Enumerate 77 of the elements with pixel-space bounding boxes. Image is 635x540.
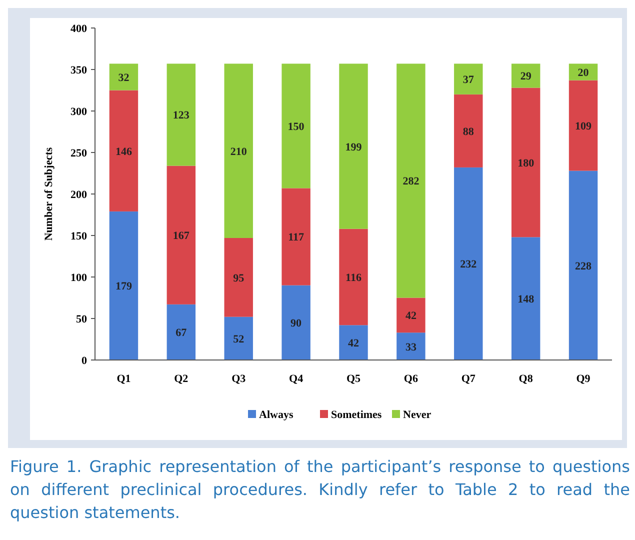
bar	[224, 316, 253, 360]
data-label: 117	[288, 232, 304, 244]
y-tick-label: 100	[70, 272, 88, 284]
legend-label: Sometimes	[331, 409, 382, 421]
data-label: 88	[462, 126, 474, 138]
data-label: 33	[405, 341, 417, 354]
bar	[454, 167, 483, 360]
bar	[109, 64, 138, 90]
y-tick-label: 50	[76, 314, 88, 326]
bar	[454, 64, 483, 94]
bar	[511, 237, 540, 360]
data-label: 90	[290, 318, 302, 330]
y-tick-label: 350	[70, 64, 88, 76]
bar	[282, 64, 310, 188]
caption: Figure 1. Graphic representation of the participant’s response to questions on different preclinical procedures. Kindly refer to Table 2 to read the question statements.	[10, 456, 630, 524]
data-label: 42	[348, 338, 360, 350]
data-label: 180	[518, 157, 535, 170]
y-tick-label: 300	[70, 106, 88, 118]
bar	[396, 298, 426, 333]
bar	[109, 211, 138, 360]
data-label: 210	[230, 146, 248, 158]
y-axis-title: Number of Subjects	[43, 146, 55, 241]
bar	[396, 332, 426, 360]
bar	[511, 88, 540, 238]
data-label: 52	[233, 333, 245, 346]
data-label: 37	[462, 74, 474, 86]
bar	[166, 304, 196, 360]
data-label: 199	[345, 141, 362, 154]
bar	[339, 64, 368, 229]
data-label: 42	[405, 310, 417, 322]
y-tick-label: 250	[70, 148, 88, 160]
legend-label: Always	[259, 409, 294, 421]
data-label: 146	[115, 146, 132, 158]
data-label: 282	[402, 176, 420, 188]
bar	[282, 285, 310, 360]
bar	[224, 64, 253, 238]
x-tick-label: Q8	[518, 373, 534, 385]
bar	[568, 64, 598, 80]
x-tick-label: Q9	[576, 373, 591, 385]
bar	[282, 188, 310, 286]
bar	[166, 166, 196, 304]
bar	[454, 94, 483, 168]
x-tick-label: Q7	[461, 373, 476, 385]
data-label: 123	[172, 110, 190, 122]
x-tick-label: Q6	[404, 373, 418, 385]
bar	[339, 228, 368, 326]
data-label: 116	[346, 272, 362, 284]
bar	[339, 325, 368, 360]
bar	[568, 80, 598, 171]
data-label: 109	[575, 120, 592, 133]
data-label: 167	[172, 230, 190, 242]
bar	[166, 64, 196, 166]
bar	[511, 64, 540, 88]
y-tick-label: 150	[70, 230, 88, 242]
x-tick-label: Q4	[289, 373, 304, 385]
data-label: 29	[520, 70, 532, 83]
data-label: 67	[176, 327, 188, 340]
x-tick-label: Q2	[174, 373, 189, 385]
x-tick-label: Q1	[116, 373, 131, 385]
data-label: 95	[233, 272, 245, 284]
data-label: 148	[518, 294, 535, 306]
bar	[109, 90, 138, 212]
data-label: 179	[115, 280, 132, 293]
bar	[396, 64, 426, 298]
y-tick-label: 200	[70, 189, 88, 201]
x-tick-label: Q5	[346, 373, 362, 385]
data-label: 32	[118, 72, 130, 84]
bar	[224, 238, 253, 317]
data-label: 20	[578, 66, 590, 79]
x-tick-label: Q3	[232, 373, 246, 385]
bar	[568, 170, 598, 360]
y-tick-label: 400	[70, 23, 88, 35]
data-label: 232	[460, 258, 478, 271]
legend-label: Never	[403, 409, 432, 421]
y-tick-label: 0	[82, 355, 88, 367]
data-label: 150	[288, 120, 305, 133]
data-label: 228	[575, 260, 592, 272]
